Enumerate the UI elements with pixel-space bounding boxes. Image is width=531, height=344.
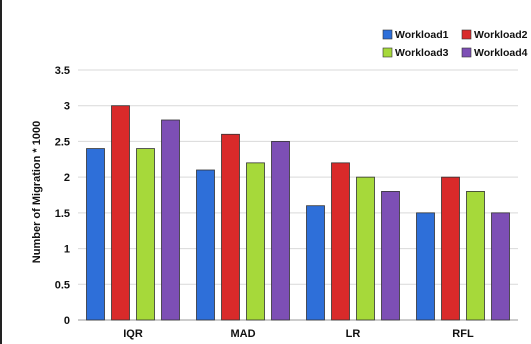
bar <box>331 162 350 321</box>
bars <box>86 105 510 321</box>
bar <box>111 105 130 321</box>
legend-swatch <box>382 47 393 58</box>
y-tick-label: 2 <box>64 172 70 184</box>
legend-label: Workload1 <box>395 29 449 41</box>
x-category-label: LR <box>346 328 361 340</box>
bar <box>466 191 485 321</box>
x-category-label: IQR <box>123 328 143 340</box>
bar <box>271 141 290 321</box>
bar <box>136 148 155 321</box>
y-tick-label: 2.5 <box>55 136 70 148</box>
y-tick-label: 1 <box>64 244 70 256</box>
bar <box>246 162 265 321</box>
y-tick-label: 3.5 <box>55 65 70 77</box>
legend-label: Workload3 <box>395 47 449 59</box>
y-tick-label: 0.5 <box>55 279 70 291</box>
bar <box>441 176 460 321</box>
y-tick-label: 1.5 <box>55 208 70 220</box>
bar <box>86 148 105 321</box>
y-tick-label: 3 <box>64 101 70 113</box>
bar <box>161 119 180 321</box>
bar <box>196 169 215 321</box>
y-tick-label: 0 <box>64 315 70 327</box>
legend: Workload1 Workload2 Workload3 Workload4 <box>382 29 528 59</box>
bar <box>381 191 400 321</box>
bar <box>356 176 375 321</box>
legend-swatch <box>461 47 472 58</box>
x-category-label: RFL <box>452 328 474 340</box>
x-category-label: MAD <box>230 328 255 340</box>
bar <box>491 212 510 321</box>
y-tick-labels: 0 0.5 1 1.5 2 2.5 3 3.5 <box>55 65 70 327</box>
y-axis-label: Number of Migration * 1000 <box>31 121 43 263</box>
x-category-labels: IQR MAD LR RFL <box>123 328 474 340</box>
legend-label: Workload2 <box>474 29 528 41</box>
bar <box>221 133 240 321</box>
legend-label: Workload4 <box>474 47 528 59</box>
bar <box>306 205 325 321</box>
legend-swatch <box>382 29 393 40</box>
legend-swatch <box>461 29 472 40</box>
bar <box>416 212 435 321</box>
